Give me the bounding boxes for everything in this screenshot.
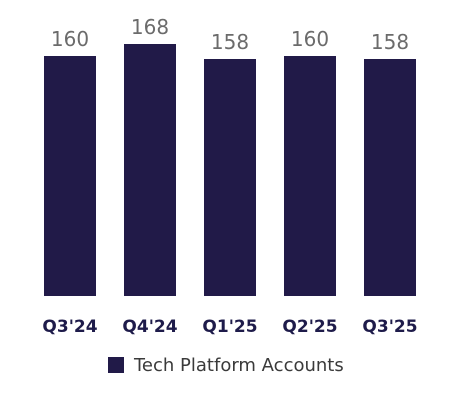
category-label-3: Q2'25 [282,317,337,337]
category-label-0: Q3'24 [42,317,97,337]
bar-0 [44,56,96,296]
bars-group [44,44,416,296]
chart-legend: Tech Platform Accounts [108,355,344,376]
value-labels-group: 160 168 158 160 158 [51,15,409,54]
value-label-4: 158 [371,30,409,54]
category-label-4: Q3'25 [362,317,417,337]
value-label-3: 160 [291,27,329,51]
category-label-2: Q1'25 [202,317,257,337]
category-label-1: Q4'24 [122,317,177,337]
value-label-0: 160 [51,27,89,51]
legend-swatch [108,357,124,373]
bar-1 [124,44,176,296]
legend-label: Tech Platform Accounts [133,355,344,376]
value-label-2: 158 [211,30,249,54]
category-labels-group: Q3'24 Q4'24 Q1'25 Q2'25 Q3'25 [42,317,417,337]
value-label-1: 168 [131,15,169,39]
bar-3 [284,56,336,296]
bar-2 [204,59,256,296]
bar-4 [364,59,416,296]
